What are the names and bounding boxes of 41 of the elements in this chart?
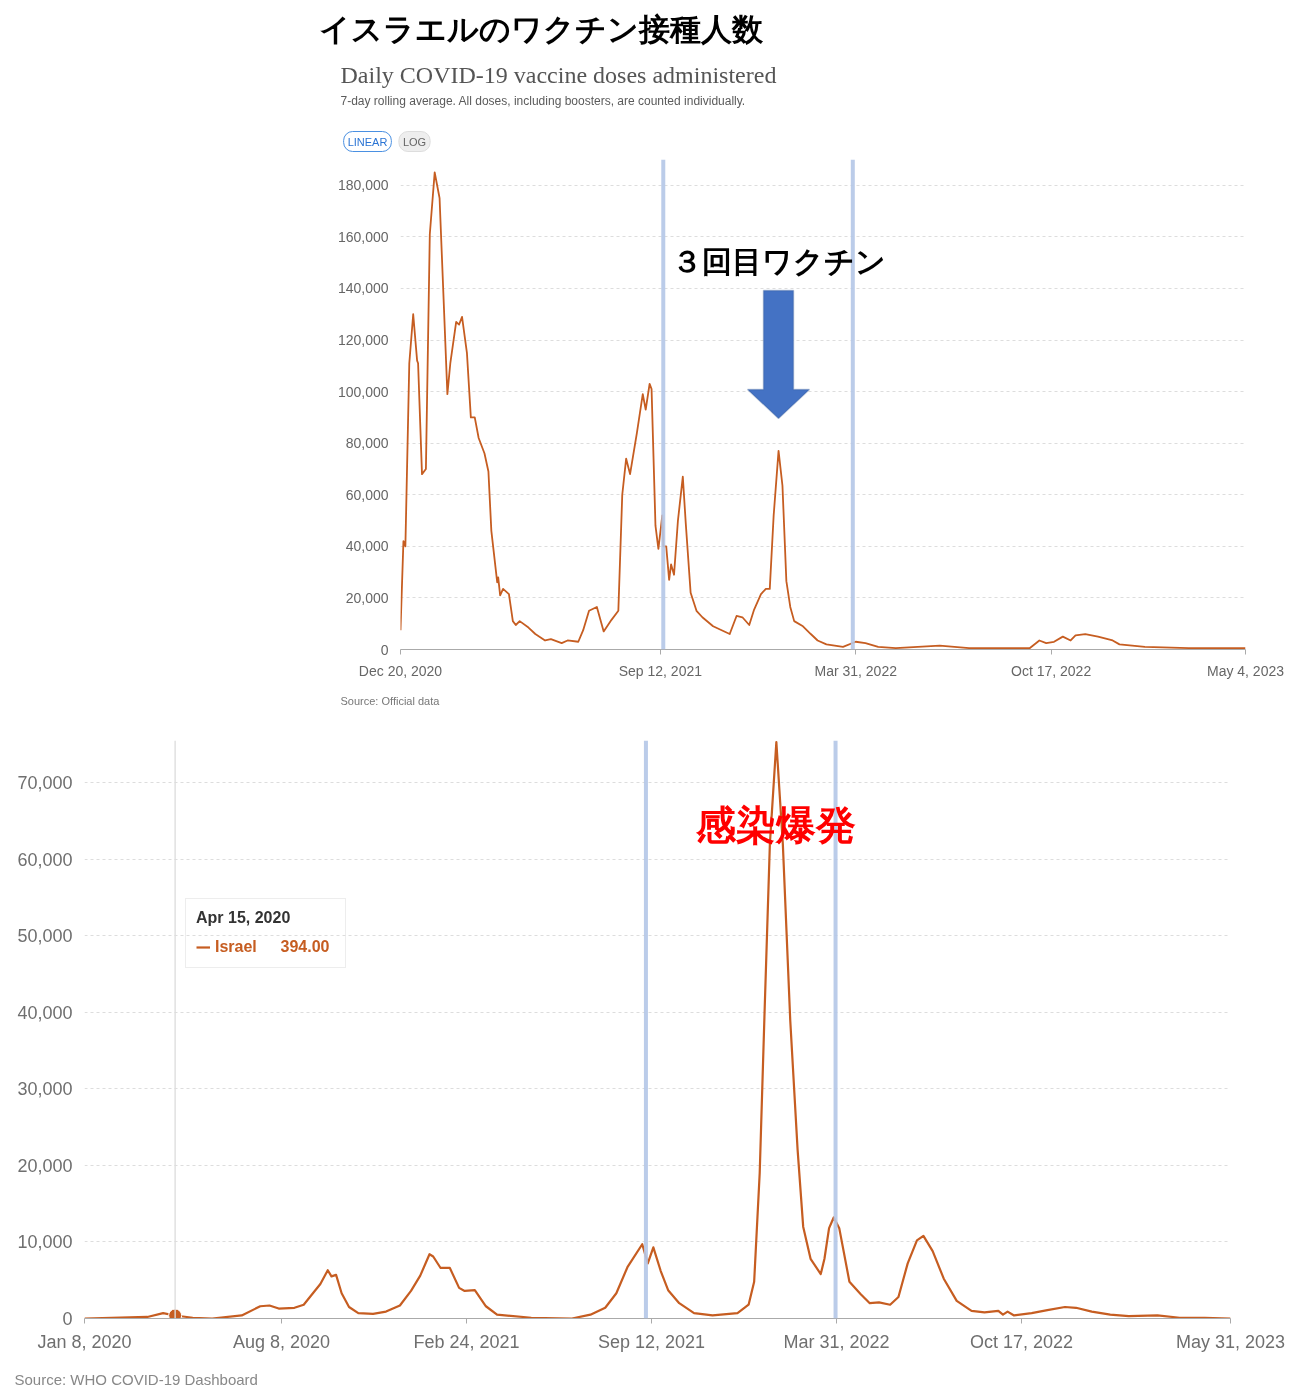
- text: LINEAR: [347, 135, 388, 148]
- x-tick-label: Sep 12, 2021: [618, 662, 703, 679]
- y-tick-label: 160,000: [337, 228, 389, 245]
- legend-label: Israel: [215, 938, 257, 955]
- chart-subtitle: 7-day rolling average. All doses, including boosters, are counted individually.: [340, 93, 746, 108]
- y-tick-label: 140,000: [337, 280, 389, 297]
- y-tick-label: 30,000: [17, 1079, 73, 1100]
- x-tick-label: Sep 12, 2021: [597, 1331, 706, 1352]
- x-tick-label: Aug 8, 2020: [232, 1331, 331, 1352]
- x-tick-label: Jan 8, 2020: [37, 1331, 132, 1352]
- y-tick-label: 40,000: [345, 538, 389, 555]
- y-tick-label: 70,000: [17, 773, 73, 794]
- x-tick-label: Oct 17, 2022: [969, 1331, 1074, 1352]
- y-tick-label: 50,000: [17, 926, 73, 947]
- y-tick-label: 60,000: [17, 849, 73, 870]
- text: イスラエルのワクチン接種人数: [318, 10, 764, 47]
- x-tick-label: May 31, 2023: [1175, 1331, 1286, 1352]
- y-tick-label: 0: [380, 641, 389, 658]
- source-note: Source: Official data: [340, 694, 441, 707]
- x-tick-label: Feb 24, 2021: [413, 1331, 520, 1352]
- y-tick-label: 100,000: [337, 383, 389, 400]
- x-tick-label: Oct 17, 2022: [1011, 662, 1092, 679]
- chart-title: Daily COVID-19 vaccine doses administered: [340, 61, 777, 88]
- y-tick-label: 60,000: [345, 486, 389, 503]
- annotation: ３回目ワクチン: [671, 244, 886, 279]
- y-tick-label: 180,000: [337, 177, 389, 194]
- y-tick-label: 10,000: [17, 1232, 73, 1253]
- y-tick-label: 80,000: [345, 435, 389, 452]
- source-note: Source: WHO COVID-19 Dashboard: [14, 1371, 258, 1388]
- y-tick-label: 0: [62, 1309, 73, 1329]
- y-tick-label: 20,000: [345, 589, 389, 606]
- x-tick-label: Dec 20, 2020: [358, 662, 443, 679]
- y-tick-label: 20,000: [17, 1155, 73, 1176]
- y-tick-label: 120,000: [337, 332, 389, 349]
- annotation: 394.00: [280, 937, 330, 955]
- x-tick-label: Mar 31, 2022: [814, 662, 898, 679]
- y-tick-label: 40,000: [17, 1002, 73, 1023]
- text: LOG: [402, 135, 427, 148]
- legend-title: Apr 15, 2020: [196, 909, 292, 927]
- x-tick-label: Mar 31, 2022: [783, 1331, 890, 1352]
- x-tick-label: May 4, 2023: [1206, 662, 1285, 679]
